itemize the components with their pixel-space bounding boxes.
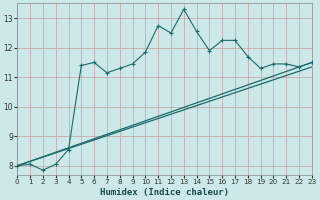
X-axis label: Humidex (Indice chaleur): Humidex (Indice chaleur) <box>100 188 229 197</box>
